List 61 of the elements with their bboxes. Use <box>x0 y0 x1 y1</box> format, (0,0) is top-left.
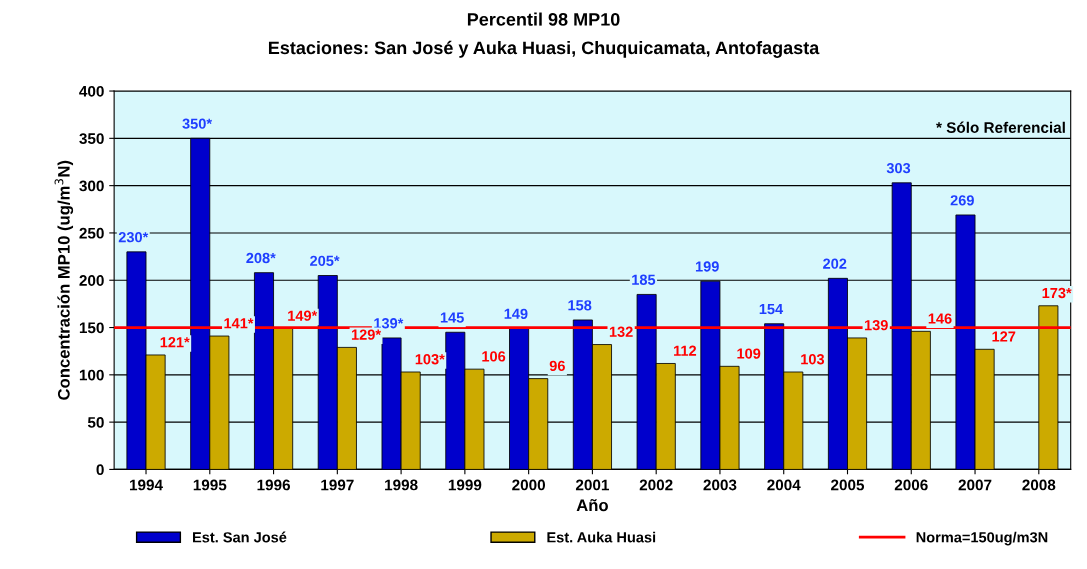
y-tick-label: 200 <box>79 275 104 286</box>
annotation: * Sólo Referencial <box>936 121 1065 133</box>
data-label: 154 <box>759 304 784 315</box>
data-label: 208* <box>246 252 276 264</box>
x-tick-label: 2002 <box>639 479 673 491</box>
data-label: 158 <box>568 300 592 311</box>
x-tick-label: 1998 <box>385 479 418 491</box>
y-axis-title: Concentración MP10 (ug/m$^{3}$N) <box>54 160 74 400</box>
x-tick-label: 2000 <box>512 479 546 491</box>
data-label: 350* <box>182 118 213 129</box>
data-label: 103* <box>415 354 445 365</box>
x-tick-label: 2006 <box>894 479 928 491</box>
x-tick-label: 2005 <box>831 479 865 491</box>
data-label: 149* <box>288 310 318 321</box>
data-label: 139 <box>864 320 888 331</box>
data-label: 205* <box>310 255 340 266</box>
y-tick-label: 400 <box>79 85 104 97</box>
data-label: 109 <box>737 348 761 359</box>
data-label: 202 <box>823 258 847 269</box>
y-tick-label: 350 <box>79 133 104 145</box>
data-label: 173* <box>1042 287 1072 299</box>
legend-label: Est. Auka Huasi <box>547 531 656 543</box>
x-tick-label: 1996 <box>257 479 290 491</box>
data-label: 96 <box>549 360 565 371</box>
data-label: 199 <box>695 261 719 272</box>
y-tick-label: 150 <box>79 322 104 334</box>
data-label: 103 <box>801 354 825 365</box>
x-tick-label: 2001 <box>575 479 609 491</box>
data-label: 149 <box>504 308 528 319</box>
y-tick-label: 250 <box>79 227 104 239</box>
y-tick-label: 300 <box>79 180 104 192</box>
chart-title: Percentil 98 MP10 <box>467 12 620 26</box>
data-label: 106 <box>482 351 506 362</box>
x-tick-label: 1997 <box>321 479 354 491</box>
x-tick-label: 2004 <box>767 479 801 491</box>
data-label: 139* <box>374 318 404 329</box>
legend-label: Norma=150ug/m3N <box>916 531 1048 546</box>
data-label: 269 <box>950 195 974 206</box>
data-label: 141* <box>224 318 254 329</box>
x-tick-label: 2003 <box>703 479 737 491</box>
y-tick-label: 50 <box>87 416 104 428</box>
data-label: 112 <box>674 345 697 356</box>
data-label: 129* <box>351 329 382 340</box>
data-label: 145 <box>440 312 464 323</box>
data-label: 127 <box>992 331 1016 342</box>
y-tick-label: 0 <box>96 464 104 476</box>
chart-subtitle: Estaciones: San José y Auka Huasi, Chuquicamata, Antofagasta <box>268 40 820 58</box>
x-tick-label: 2008 <box>1022 479 1056 491</box>
data-label: 121* <box>160 337 190 348</box>
y-tick-label: 100 <box>79 369 104 381</box>
data-label: 230* <box>118 232 149 243</box>
data-label: 185 <box>632 274 656 285</box>
data-label: 146 <box>928 313 952 324</box>
x-tick-label: 1994 <box>129 479 163 491</box>
data-label: 303 <box>886 162 911 174</box>
x-tick-label: 1999 <box>448 479 482 491</box>
data-label: 132 <box>609 326 633 337</box>
x-tick-label: 2007 <box>958 479 992 491</box>
x-tick-label: 1995 <box>193 479 227 491</box>
x-axis-title: Año <box>576 499 608 512</box>
legend-label: Est. San José <box>193 531 287 543</box>
